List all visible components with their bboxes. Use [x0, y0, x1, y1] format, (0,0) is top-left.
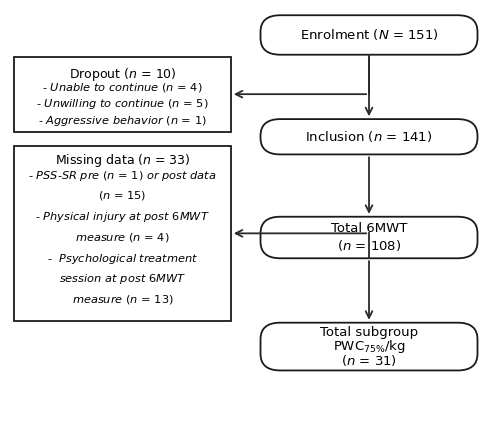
Text: - $\it{Unable\ to\ continue}$ ($n$ = 4): - $\it{Unable\ to\ continue}$ ($n$ = 4): [42, 81, 202, 94]
Text: $\it{session\ at\ post\ 6MWT}$: $\it{session\ at\ post\ 6MWT}$: [59, 272, 186, 286]
Text: Inclusion ($n$ = 141): Inclusion ($n$ = 141): [306, 129, 432, 144]
Text: Total 6MWT
($n$ = 108): Total 6MWT ($n$ = 108): [331, 222, 407, 253]
FancyBboxPatch shape: [260, 119, 478, 155]
Text: Missing data ($n$ = 33): Missing data ($n$ = 33): [54, 152, 190, 169]
Text: - $\it{Aggressive\ behavior}$ ($n$ = 1): - $\it{Aggressive\ behavior}$ ($n$ = 1): [38, 114, 207, 128]
Text: $\it{measure}$ ($n$ = 4): $\it{measure}$ ($n$ = 4): [75, 231, 170, 244]
Text: - $\it{Unwilling\ to\ continue}$ ($n$ = 5): - $\it{Unwilling\ to\ continue}$ ($n$ = …: [36, 98, 208, 112]
Text: ($n$ = 15): ($n$ = 15): [98, 189, 146, 203]
Text: ($n$ = 31): ($n$ = 31): [341, 353, 397, 368]
FancyBboxPatch shape: [260, 217, 478, 258]
FancyBboxPatch shape: [14, 146, 231, 321]
Text: PWC$_{75\%}$/kg: PWC$_{75\%}$/kg: [332, 338, 406, 355]
Text: -  $\it{Psychological\ treatment}$: - $\it{Psychological\ treatment}$: [46, 252, 198, 266]
Text: - $\it{Physical\ injury\ at\ post\ 6MWT}$: - $\it{Physical\ injury\ at\ post\ 6MWT}…: [35, 210, 210, 224]
FancyBboxPatch shape: [260, 15, 478, 55]
Text: Enrolment ($N$ = 151): Enrolment ($N$ = 151): [300, 27, 438, 43]
FancyBboxPatch shape: [14, 57, 231, 132]
FancyBboxPatch shape: [260, 322, 478, 370]
Text: $\it{measure}$ ($n$ = 13): $\it{measure}$ ($n$ = 13): [72, 293, 174, 306]
Text: - $\it{PSS\text{-}SR\ pre}$ ($n$ = 1) $\it{or\ post\ data}$: - $\it{PSS\text{-}SR\ pre}$ ($n$ = 1) $\…: [28, 168, 216, 183]
Text: Dropout ($n$ = 10): Dropout ($n$ = 10): [68, 66, 176, 83]
Text: Total subgroup: Total subgroup: [320, 326, 418, 339]
